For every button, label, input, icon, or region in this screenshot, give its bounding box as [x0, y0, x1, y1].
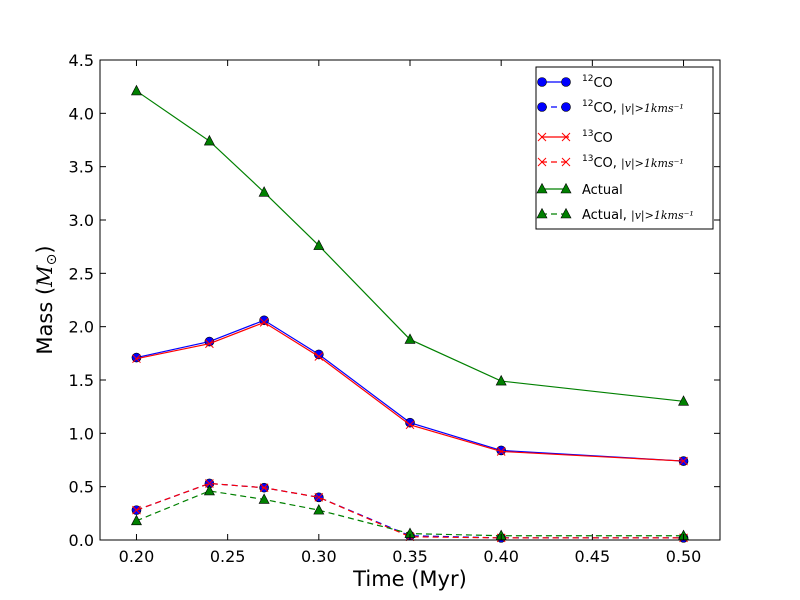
data-point [678, 395, 690, 406]
legend-label: 12CO, |v|>1kms⁻¹ [582, 99, 684, 116]
data-point [259, 315, 269, 326]
legend-marker [561, 102, 571, 112]
legend-marker [536, 182, 548, 194]
data-point [679, 456, 688, 466]
x-tick-label: 0.20 [119, 547, 155, 566]
y-axis-title: Mass (M⊙) [33, 245, 60, 354]
legend-marker [560, 207, 572, 219]
legend-marker [561, 132, 571, 142]
data-point [130, 514, 142, 526]
x-tick-label: 0.40 [483, 547, 519, 566]
legend-entry: Actual [536, 182, 623, 198]
x-tick-label: 0.45 [575, 547, 611, 566]
data-point [130, 84, 142, 96]
x-tick-label: 0.35 [392, 547, 428, 566]
legend-marker [561, 77, 571, 87]
x-tick-label: 0.30 [301, 547, 337, 566]
data-point [132, 505, 141, 515]
legend-label: 12CO [582, 74, 613, 91]
y-tick-label: 2.0 [69, 318, 94, 337]
legend-label: 13CO, |v|>1kms⁻¹ [582, 154, 684, 171]
y-tick-label: 3.5 [69, 158, 94, 177]
legend-marker [537, 132, 547, 142]
legend-marker [536, 207, 548, 219]
legend-marker [561, 157, 571, 167]
x-axis-title: Time (Myr) [352, 567, 467, 591]
data-point [259, 318, 269, 327]
y-tick-label: 1.5 [69, 371, 94, 390]
data-point [404, 333, 416, 344]
legend-entry: 12CO [537, 74, 613, 91]
y-tick-label: 0.5 [69, 478, 94, 497]
data-point [203, 484, 215, 496]
data-point [203, 134, 215, 146]
legend-entry: 13CO, |v|>1kms⁻¹ [537, 154, 684, 171]
data-point [314, 352, 324, 361]
y-tick-label: 0.0 [69, 531, 94, 550]
data-point [205, 339, 214, 349]
y-tick-label: 3.0 [69, 211, 94, 230]
x-tick-label: 0.50 [666, 547, 702, 566]
data-point [205, 479, 214, 488]
legend-entry: 12CO, |v|>1kms⁻¹ [537, 99, 684, 116]
series-5 [130, 484, 690, 541]
x-tick-label: 0.25 [210, 547, 246, 566]
legend-marker [537, 157, 547, 167]
y-tick-label: 4.5 [69, 51, 94, 70]
data-point [405, 420, 415, 430]
ticks-layer: 0.20 0.25 0.30 0.35 0.40 0.45 0.50 0.0 0.5 1.0 1.5… [69, 51, 720, 566]
legend-entry: 13CO [537, 129, 613, 146]
data-point [313, 503, 325, 515]
data-point [259, 483, 269, 493]
legend-label: Actual, |v|>1kms⁻¹ [582, 208, 694, 223]
data-point [258, 493, 270, 504]
legend-marker [537, 102, 547, 112]
legend-label: 13CO [582, 129, 613, 146]
y-tick-label: 2.5 [69, 264, 94, 283]
data-point [314, 492, 324, 502]
data-point [132, 354, 141, 364]
legend-entry: Actual, |v|>1kms⁻¹ [536, 207, 694, 223]
legend: 12CO 12CO, |v|>1kms⁻¹ 13CO 13CO, |v|>1kms⁻¹… [535, 66, 714, 230]
data-point [495, 374, 507, 386]
data-point [313, 239, 325, 250]
series-4 [130, 84, 690, 406]
series-layer [130, 84, 690, 543]
legend-marker [537, 77, 547, 87]
legend-box [535, 66, 714, 230]
series-2 [132, 318, 688, 466]
y-tick-label: 1.0 [69, 424, 94, 443]
data-point [258, 186, 270, 197]
legend-marker [560, 182, 572, 194]
legend-label: Actual [582, 183, 623, 198]
y-tick-label: 4.0 [69, 104, 94, 123]
data-point [496, 447, 506, 456]
